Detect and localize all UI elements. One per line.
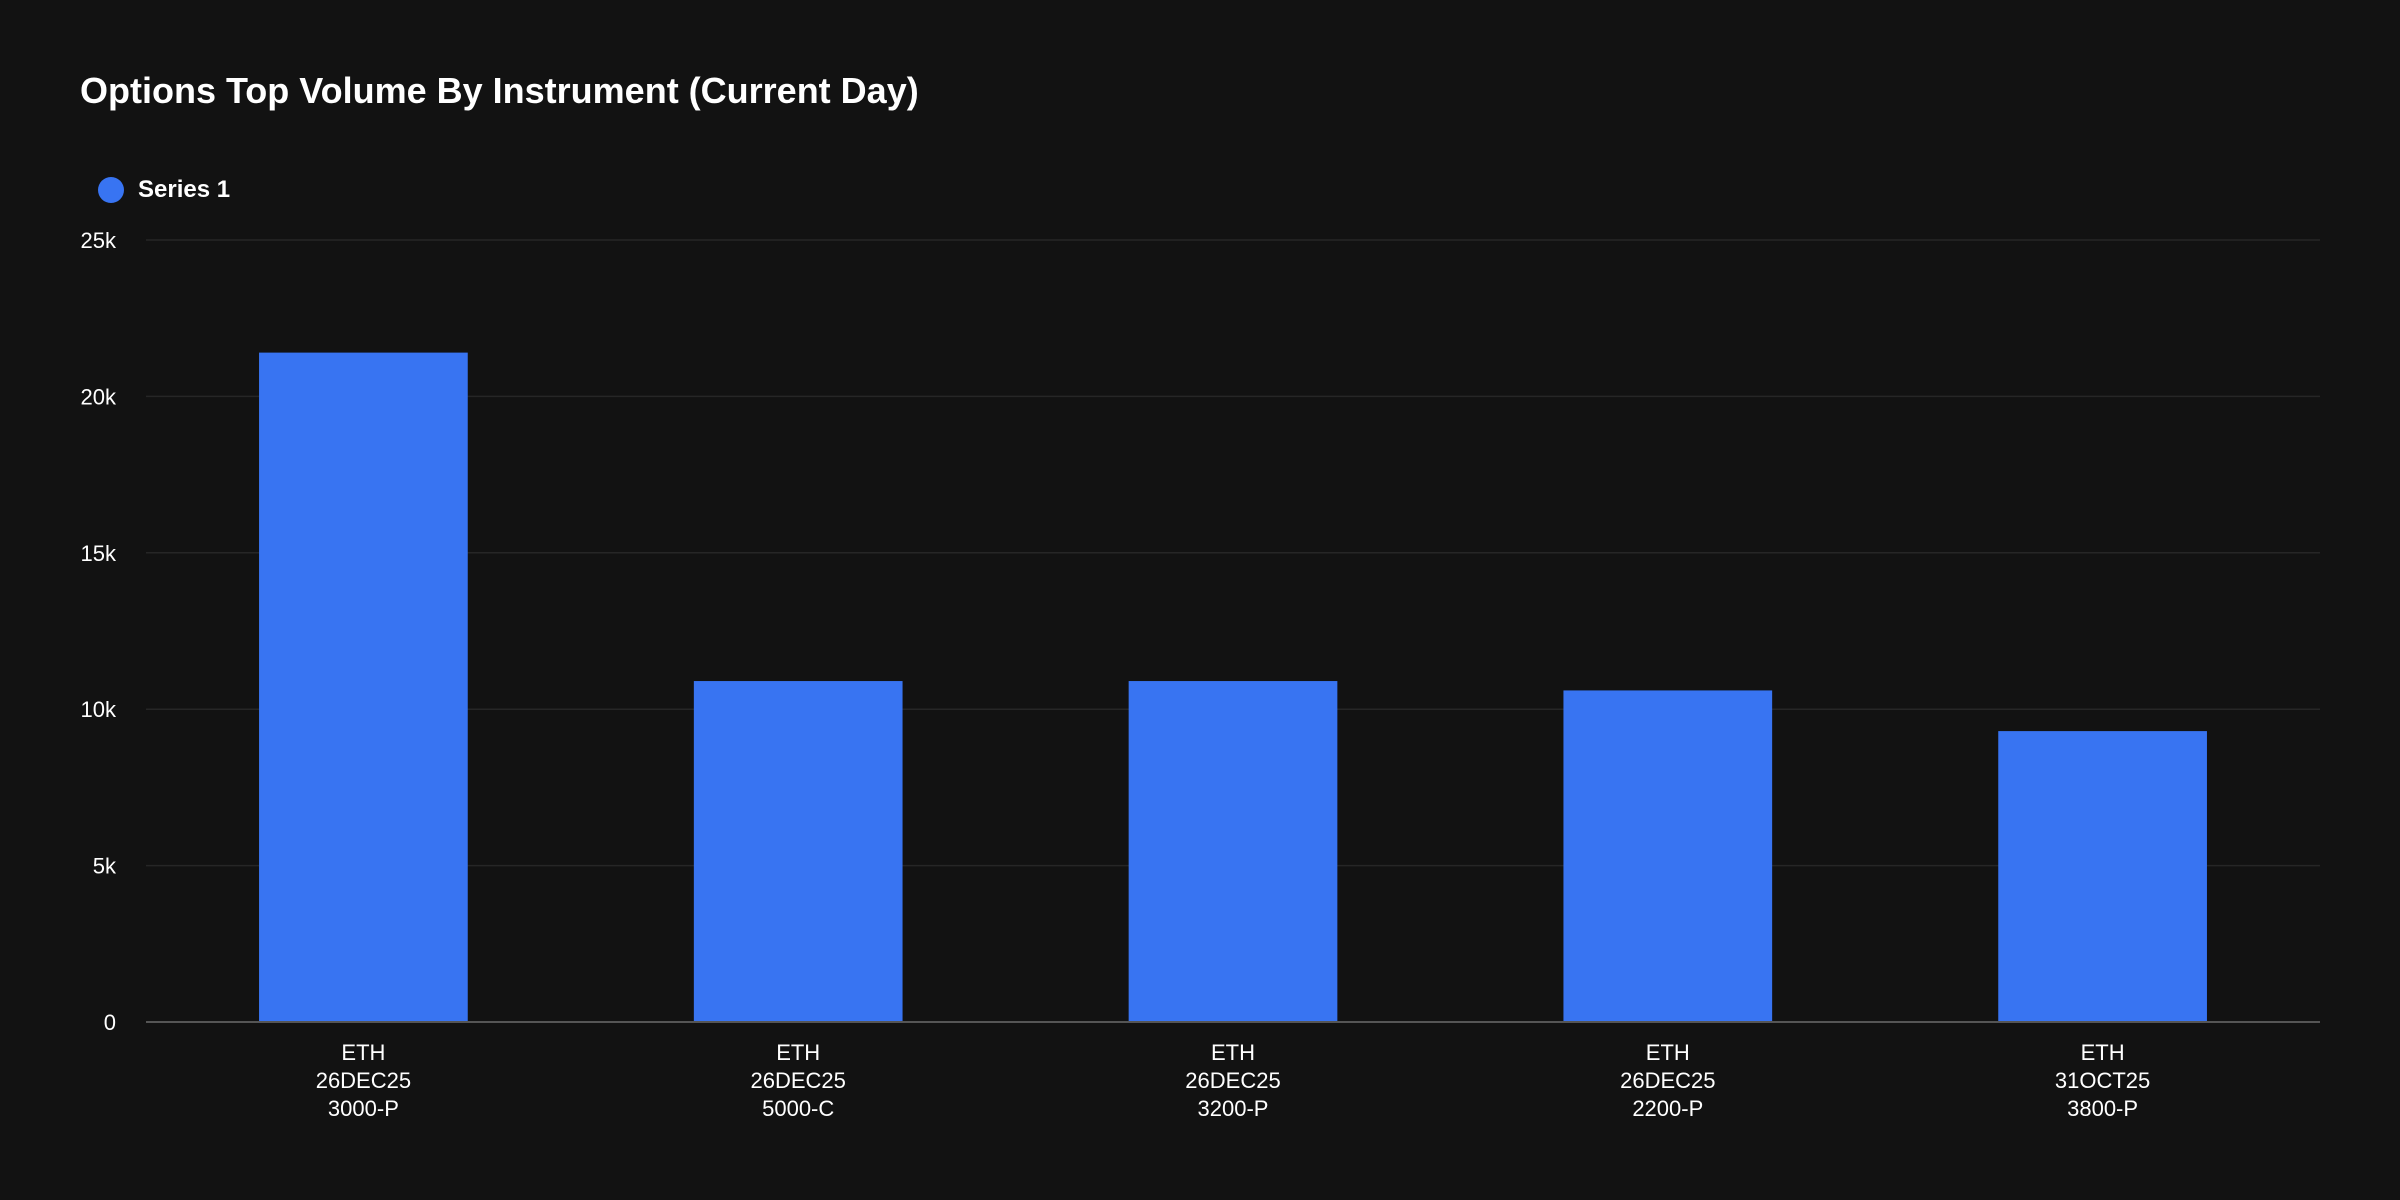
y-tick-label: 0 (104, 1010, 116, 1035)
legend-label-series-1: Series 1 (138, 176, 231, 203)
bar-2[interactable] (693, 681, 903, 1022)
bar-3[interactable] (1128, 681, 1338, 1022)
bars (259, 352, 2207, 1022)
legend-swatch-series-1 (98, 177, 124, 203)
x-axis-ticks: ETH 26DEC25 3000-P ETH 26DEC25 5000-C ETH 26DEC… (316, 1040, 2151, 1121)
y-tick-label: 25k (81, 228, 117, 253)
y-tick-label: 5k (93, 854, 117, 879)
chart-title: Options Top Volume By Instrument (Curren… (80, 70, 919, 111)
bar-5[interactable] (1998, 731, 2207, 1022)
y-tick-label: 10k (81, 697, 117, 722)
x-tick-label: ETH 26DEC25 3200-P (1185, 1040, 1280, 1121)
y-axis-ticks: 0 5k 10k 15k 20k 25k (81, 228, 117, 1035)
gridlines (146, 239, 2320, 867)
bar-1[interactable] (259, 352, 468, 1022)
y-tick-label: 15k (81, 541, 117, 566)
bar-4[interactable] (1563, 690, 1773, 1022)
x-tick-label: ETH 26DEC25 2200-P (1620, 1040, 1715, 1121)
legend[interactable]: Series 1 (98, 176, 230, 204)
x-tick-label: ETH 26DEC25 3000-P (316, 1040, 411, 1121)
y-tick-label: 20k (81, 384, 117, 409)
x-tick-label: ETH 31OCT25 3800-P (2055, 1040, 2150, 1121)
x-tick-label: ETH 26DEC25 5000-C (751, 1040, 846, 1121)
